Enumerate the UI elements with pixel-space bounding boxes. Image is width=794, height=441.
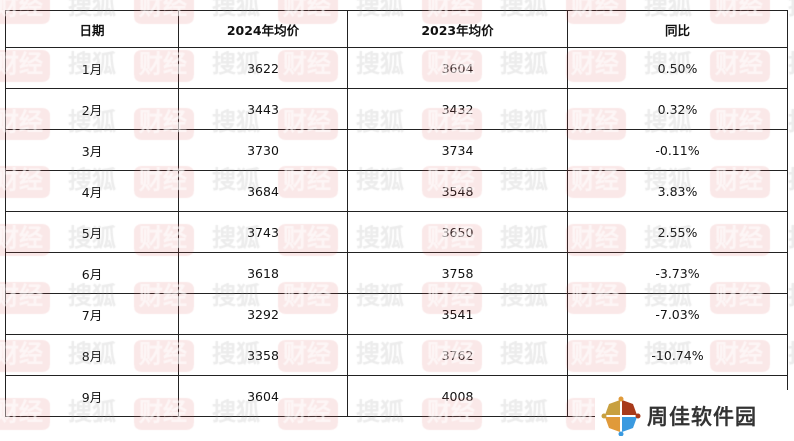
table-header-row: 日期 2024年均价 2023年均价 同比	[5, 10, 788, 48]
header-2023-avg: 2023年均价	[347, 10, 568, 48]
header-yoy: 同比	[567, 10, 788, 48]
cell-month: 7月	[5, 293, 179, 335]
cell-yoy: -0.11%	[567, 129, 788, 171]
header-2024-avg: 2024年均价	[178, 10, 348, 48]
cell-2023-avg: 3548	[347, 170, 568, 212]
cell-yoy: 0.50%	[567, 47, 788, 89]
logo-icon	[601, 396, 641, 436]
cell-yoy: -7.03%	[567, 293, 788, 335]
cell-yoy: 2.55%	[567, 211, 788, 253]
table-row: 4月 3684 3548 3.83%	[5, 170, 788, 212]
cell-2024-avg: 3684	[178, 170, 348, 212]
cell-2023-avg: 3432	[347, 88, 568, 130]
table-row: 7月 3292 3541 -7.03%	[5, 293, 788, 335]
table-row: 2月 3443 3432 0.32%	[5, 88, 788, 130]
cell-2023-avg: 3604	[347, 47, 568, 89]
price-table: 日期 2024年均价 2023年均价 同比 1月 3622 3604 0.50% 2月 3…	[5, 10, 788, 417]
cell-2024-avg: 3622	[178, 47, 348, 89]
cell-2023-avg: 4008	[347, 375, 568, 417]
cell-2023-avg: 3541	[347, 293, 568, 335]
table-row: 8月 3358 3762 -10.74%	[5, 334, 788, 376]
cell-yoy: 3.83%	[567, 170, 788, 212]
table-row: 6月 3618 3758 -3.73%	[5, 252, 788, 294]
cell-2024-avg: 3292	[178, 293, 348, 335]
cell-month: 3月	[5, 129, 179, 171]
table-row: 3月 3730 3734 -0.11%	[5, 129, 788, 171]
table-row: 5月 3743 3650 2.55%	[5, 211, 788, 253]
cell-month: 2月	[5, 88, 179, 130]
cell-2024-avg: 3358	[178, 334, 348, 376]
cell-2024-avg: 3730	[178, 129, 348, 171]
cell-2024-avg: 3618	[178, 252, 348, 294]
site-logo: 周佳软件园	[595, 390, 794, 441]
header-date: 日期	[5, 10, 179, 48]
cell-2023-avg: 3650	[347, 211, 568, 253]
cell-month: 1月	[5, 47, 179, 89]
cell-month: 4月	[5, 170, 179, 212]
cell-month: 5月	[5, 211, 179, 253]
cell-yoy: 0.32%	[567, 88, 788, 130]
cell-2023-avg: 3758	[347, 252, 568, 294]
cell-2024-avg: 3743	[178, 211, 348, 253]
cell-2023-avg: 3762	[347, 334, 568, 376]
cell-yoy: -10.74%	[567, 334, 788, 376]
cell-2024-avg: 3604	[178, 375, 348, 417]
logo-text: 周佳软件园	[647, 404, 757, 429]
cell-yoy: -3.73%	[567, 252, 788, 294]
cell-month: 6月	[5, 252, 179, 294]
table-row: 1月 3622 3604 0.50%	[5, 47, 788, 89]
cell-2024-avg: 3443	[178, 88, 348, 130]
cell-month: 9月	[5, 375, 179, 417]
cell-month: 8月	[5, 334, 179, 376]
cell-2023-avg: 3734	[347, 129, 568, 171]
